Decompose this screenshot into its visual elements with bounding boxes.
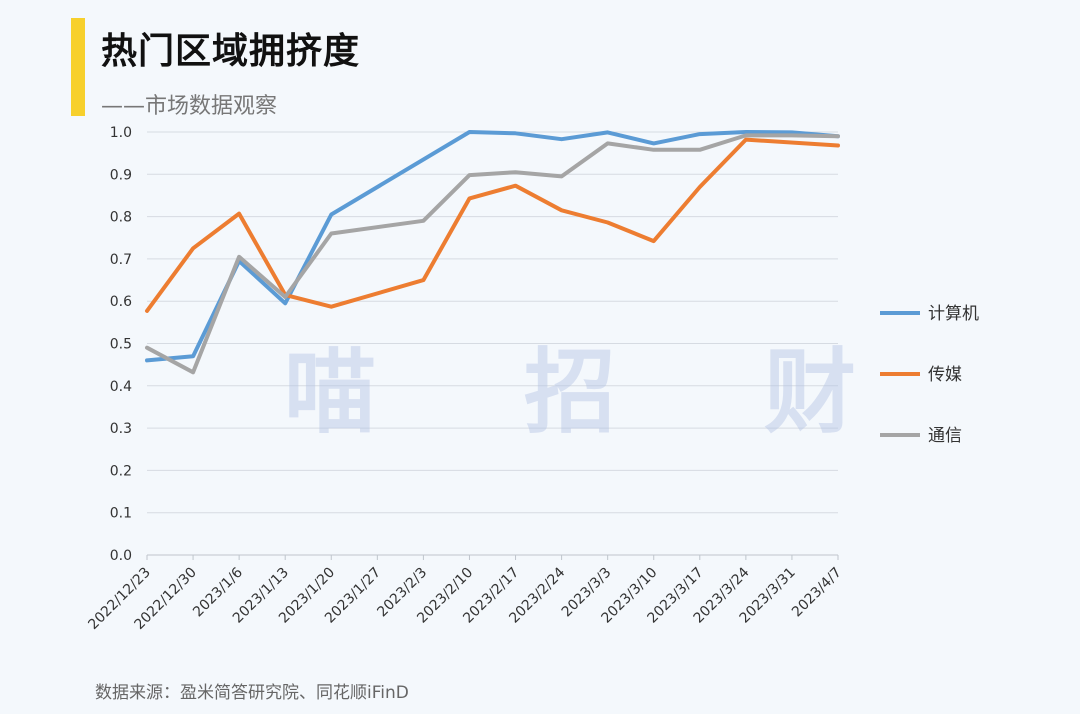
y-tick-label: 1.0 <box>110 125 132 141</box>
y-tick-label: 0.8 <box>110 210 132 226</box>
y-tick-label: 0.6 <box>110 294 132 310</box>
series-line-计算机 <box>145 130 840 363</box>
y-tick-label: 0.5 <box>110 337 132 353</box>
y-tick-label: 0.2 <box>110 463 132 479</box>
y-tick-label: 0.3 <box>110 421 132 437</box>
y-tick-label: 0.1 <box>110 506 132 522</box>
y-tick-label: 0.7 <box>110 252 132 268</box>
title-accent-bar <box>71 18 85 116</box>
x-tick-label: 2023/4/7 <box>789 565 845 621</box>
legend-label: 通信 <box>928 426 962 446</box>
y-tick-label: 0.4 <box>110 379 132 395</box>
series-line-传媒 <box>145 137 840 313</box>
data-source-note: 数据来源：盈米简答研究院、同花顺iFinD <box>95 683 409 703</box>
y-tick-label: 0.9 <box>110 167 132 183</box>
page-subtitle: ——市场数据观察 <box>101 94 278 119</box>
series-line-通信 <box>145 133 840 375</box>
legend-label: 计算机 <box>928 304 979 324</box>
y-tick-label: 0.0 <box>110 548 132 564</box>
legend-label: 传媒 <box>928 365 962 385</box>
page-title: 热门区域拥挤度 <box>101 31 361 72</box>
